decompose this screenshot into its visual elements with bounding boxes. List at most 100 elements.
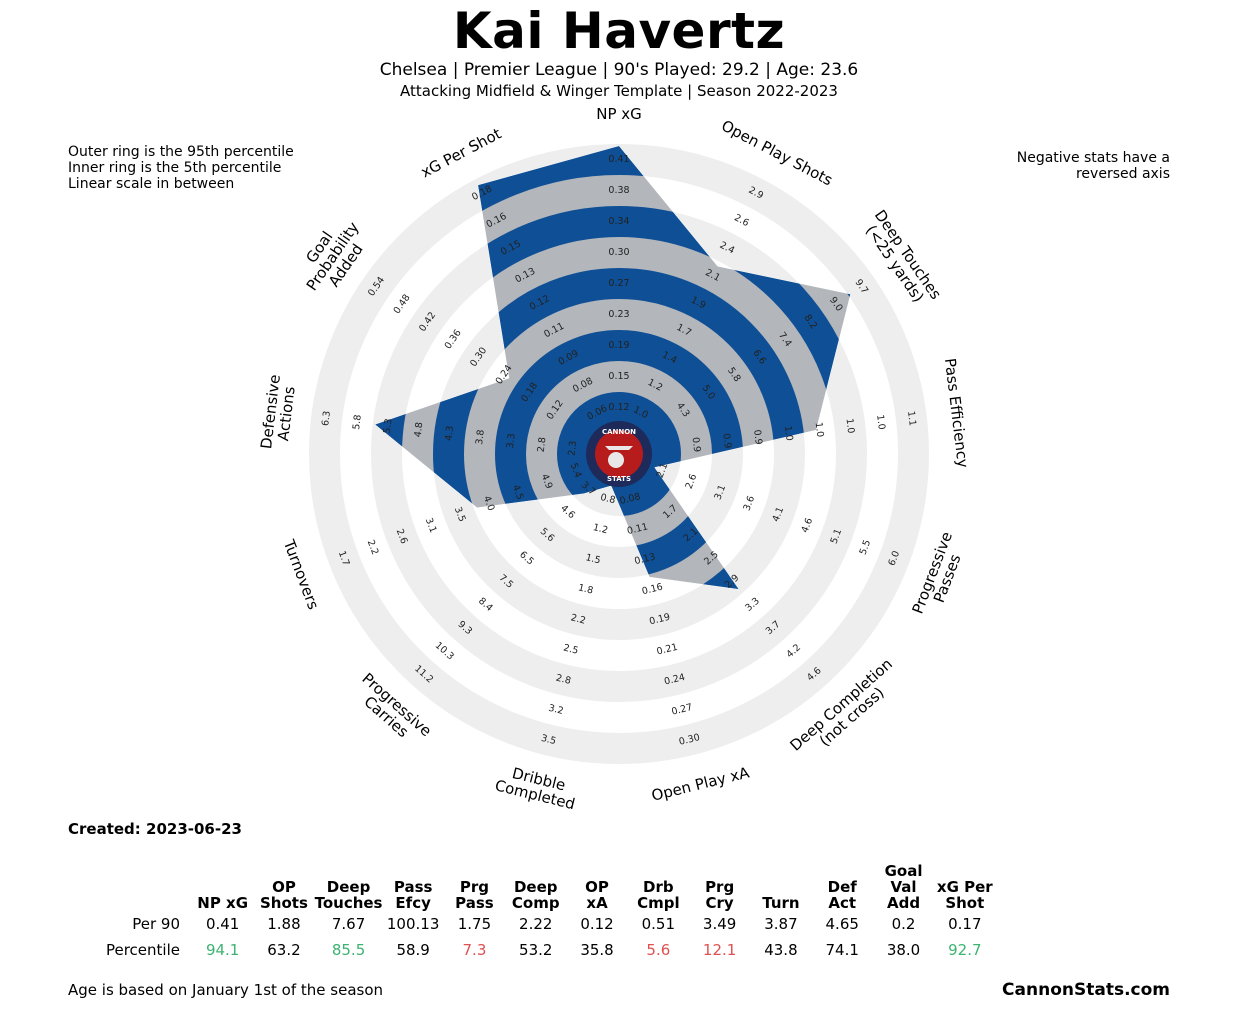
column-header-line: Pass bbox=[455, 894, 494, 912]
table-corner bbox=[90, 863, 192, 911]
stats-table: NP xG OP Shots Deep Touches Pass Efcy Prg Pass De… bbox=[90, 863, 995, 963]
logo-text: STATS bbox=[607, 475, 631, 483]
table-cell: 0.2 bbox=[891, 915, 916, 933]
tick-label: 2.5 bbox=[562, 642, 579, 656]
tick-label: 6.5 bbox=[517, 549, 536, 567]
column-header: NP xG bbox=[192, 863, 253, 911]
cannon-icon bbox=[605, 446, 633, 450]
table-cell: 35.8 bbox=[580, 941, 614, 959]
tick-label: 3.2 bbox=[547, 703, 564, 717]
column-header: Def Act bbox=[812, 863, 873, 911]
note-line: reversed axis bbox=[1075, 166, 1170, 182]
column-header: Drb Cmpl bbox=[628, 863, 689, 911]
table-cell: 74.1 bbox=[825, 941, 859, 959]
data-band-blue bbox=[374, 145, 851, 590]
tick-label: 0.11 bbox=[626, 521, 649, 537]
tick-label: 2.6 bbox=[684, 473, 700, 491]
column-header: OP Shots bbox=[253, 863, 314, 911]
tick-label: 3.5 bbox=[540, 733, 557, 747]
table-cell: 38.0 bbox=[886, 941, 921, 959]
column-header-line: Touches bbox=[314, 894, 383, 912]
table-cell: 7.67 bbox=[331, 915, 366, 933]
column-header: Prg Pass bbox=[444, 863, 505, 911]
tick-label: 10.3 bbox=[433, 640, 456, 662]
tick-label: 3.3 bbox=[505, 433, 518, 449]
note-line: Linear scale in between bbox=[68, 176, 235, 192]
table-cell: 0.41 bbox=[205, 915, 240, 933]
axis-label: DefensiveActions bbox=[257, 373, 300, 451]
table-cell: 5.6 bbox=[646, 941, 671, 959]
tick-label: 0.9 bbox=[751, 429, 764, 445]
tick-label: 2.2 bbox=[570, 612, 587, 626]
axis-label: Open Play xA bbox=[650, 763, 752, 805]
tick-label: 4.0 bbox=[481, 494, 497, 512]
table-cell: 3.49 bbox=[702, 915, 737, 933]
column-header-line: Drb bbox=[643, 878, 674, 896]
table-row: Percentile 94.1 63.2 85.5 58.9 7.3 53.2 35.8 5.6… bbox=[90, 937, 995, 963]
axis-label: Pass Efficiency bbox=[941, 357, 972, 469]
column-header-line: Goal bbox=[884, 862, 923, 880]
note-line: Outer ring is the 95th percentile bbox=[68, 144, 294, 160]
tick-label: 6.3 bbox=[320, 410, 333, 426]
table-header-row: NP xG OP Shots Deep Touches Pass Efcy Prg Pass De… bbox=[90, 863, 995, 911]
subtitle-team-league: Chelsea | Premier League | 90's Played: … bbox=[379, 60, 859, 80]
tick-label: 0.19 bbox=[608, 340, 629, 351]
tick-label: 0.38 bbox=[608, 185, 629, 196]
tick-label: 0.21 bbox=[656, 642, 679, 658]
tick-label: 4.3 bbox=[443, 425, 456, 441]
age-footnote: Age is based on January 1st of the seaso… bbox=[68, 981, 384, 999]
tick-label: 0.23 bbox=[608, 309, 629, 320]
tick-label: 0.08 bbox=[619, 491, 642, 507]
table-cell: 0.17 bbox=[948, 915, 982, 933]
tick-label: 0.13 bbox=[633, 551, 656, 567]
data-outline bbox=[374, 145, 851, 590]
column-header-line: Prg bbox=[705, 878, 735, 896]
column-header-line: Prg bbox=[459, 878, 490, 896]
negative-stats-note: Negative stats have a reversed axis bbox=[1017, 150, 1170, 182]
tick-label: 1.0 bbox=[874, 414, 887, 430]
column-header: Pass Efcy bbox=[383, 863, 444, 911]
column-header-line: OP bbox=[585, 878, 609, 896]
column-header-line: NP xG bbox=[197, 894, 249, 912]
table-row: Per 90 0.41 1.88 7.67 100.13 1.75 2.22 0.12 0.51… bbox=[90, 911, 995, 937]
column-header-line: Turn bbox=[762, 894, 800, 912]
tick-label: 4.6 bbox=[558, 503, 577, 521]
column-header-line: Pass bbox=[393, 878, 433, 896]
column-header-line: OP bbox=[272, 878, 296, 896]
tick-label: 0.41 bbox=[608, 154, 629, 165]
tick-label: 0.16 bbox=[641, 582, 664, 598]
table-cell: 94.1 bbox=[205, 941, 240, 959]
table-cell: 63.2 bbox=[267, 941, 301, 959]
tick-label: 2.6 bbox=[732, 212, 750, 229]
tick-label: 0.27 bbox=[670, 702, 693, 718]
column-header: Deep Comp bbox=[505, 863, 566, 911]
axis-label: NP xG bbox=[596, 105, 642, 123]
column-header-line: Act bbox=[828, 894, 857, 912]
tick-label: 5.4 bbox=[568, 462, 584, 480]
tick-label: 5.1 bbox=[829, 527, 845, 545]
tick-label: 0.34 bbox=[608, 216, 629, 227]
tick-label: 0.15 bbox=[608, 371, 629, 382]
column-header-line: Cmpl bbox=[637, 894, 680, 912]
tick-label: 4.2 bbox=[784, 642, 803, 660]
tick-label: 0.24 bbox=[663, 672, 686, 688]
axis-label: ProgressivePasses bbox=[909, 529, 971, 622]
tick-label: 2.3 bbox=[566, 440, 579, 456]
tick-label: 8.4 bbox=[476, 596, 495, 614]
table-cell: 1.75 bbox=[457, 915, 492, 933]
tick-label: 1.0 bbox=[782, 425, 795, 441]
tick-label: 3.3 bbox=[743, 596, 762, 614]
tick-label: 0.48 bbox=[392, 292, 413, 316]
column-header-line: Val Add bbox=[886, 878, 921, 912]
row-label: Percentile bbox=[105, 941, 180, 959]
tick-label: 1.5 bbox=[584, 552, 601, 566]
axis-label: Turnovers bbox=[279, 536, 322, 612]
column-header: Goal Val Add bbox=[873, 863, 934, 911]
column-header: OP xA bbox=[566, 863, 627, 911]
table-cell: 0.51 bbox=[641, 915, 676, 933]
tick-label: 1.0 bbox=[843, 418, 856, 434]
tick-label: 3.1 bbox=[423, 516, 439, 534]
note-line: Inner ring is the 5th percentile bbox=[68, 160, 282, 176]
tick-label: 0.30 bbox=[678, 732, 701, 748]
tick-label: 0.9 bbox=[690, 437, 703, 453]
